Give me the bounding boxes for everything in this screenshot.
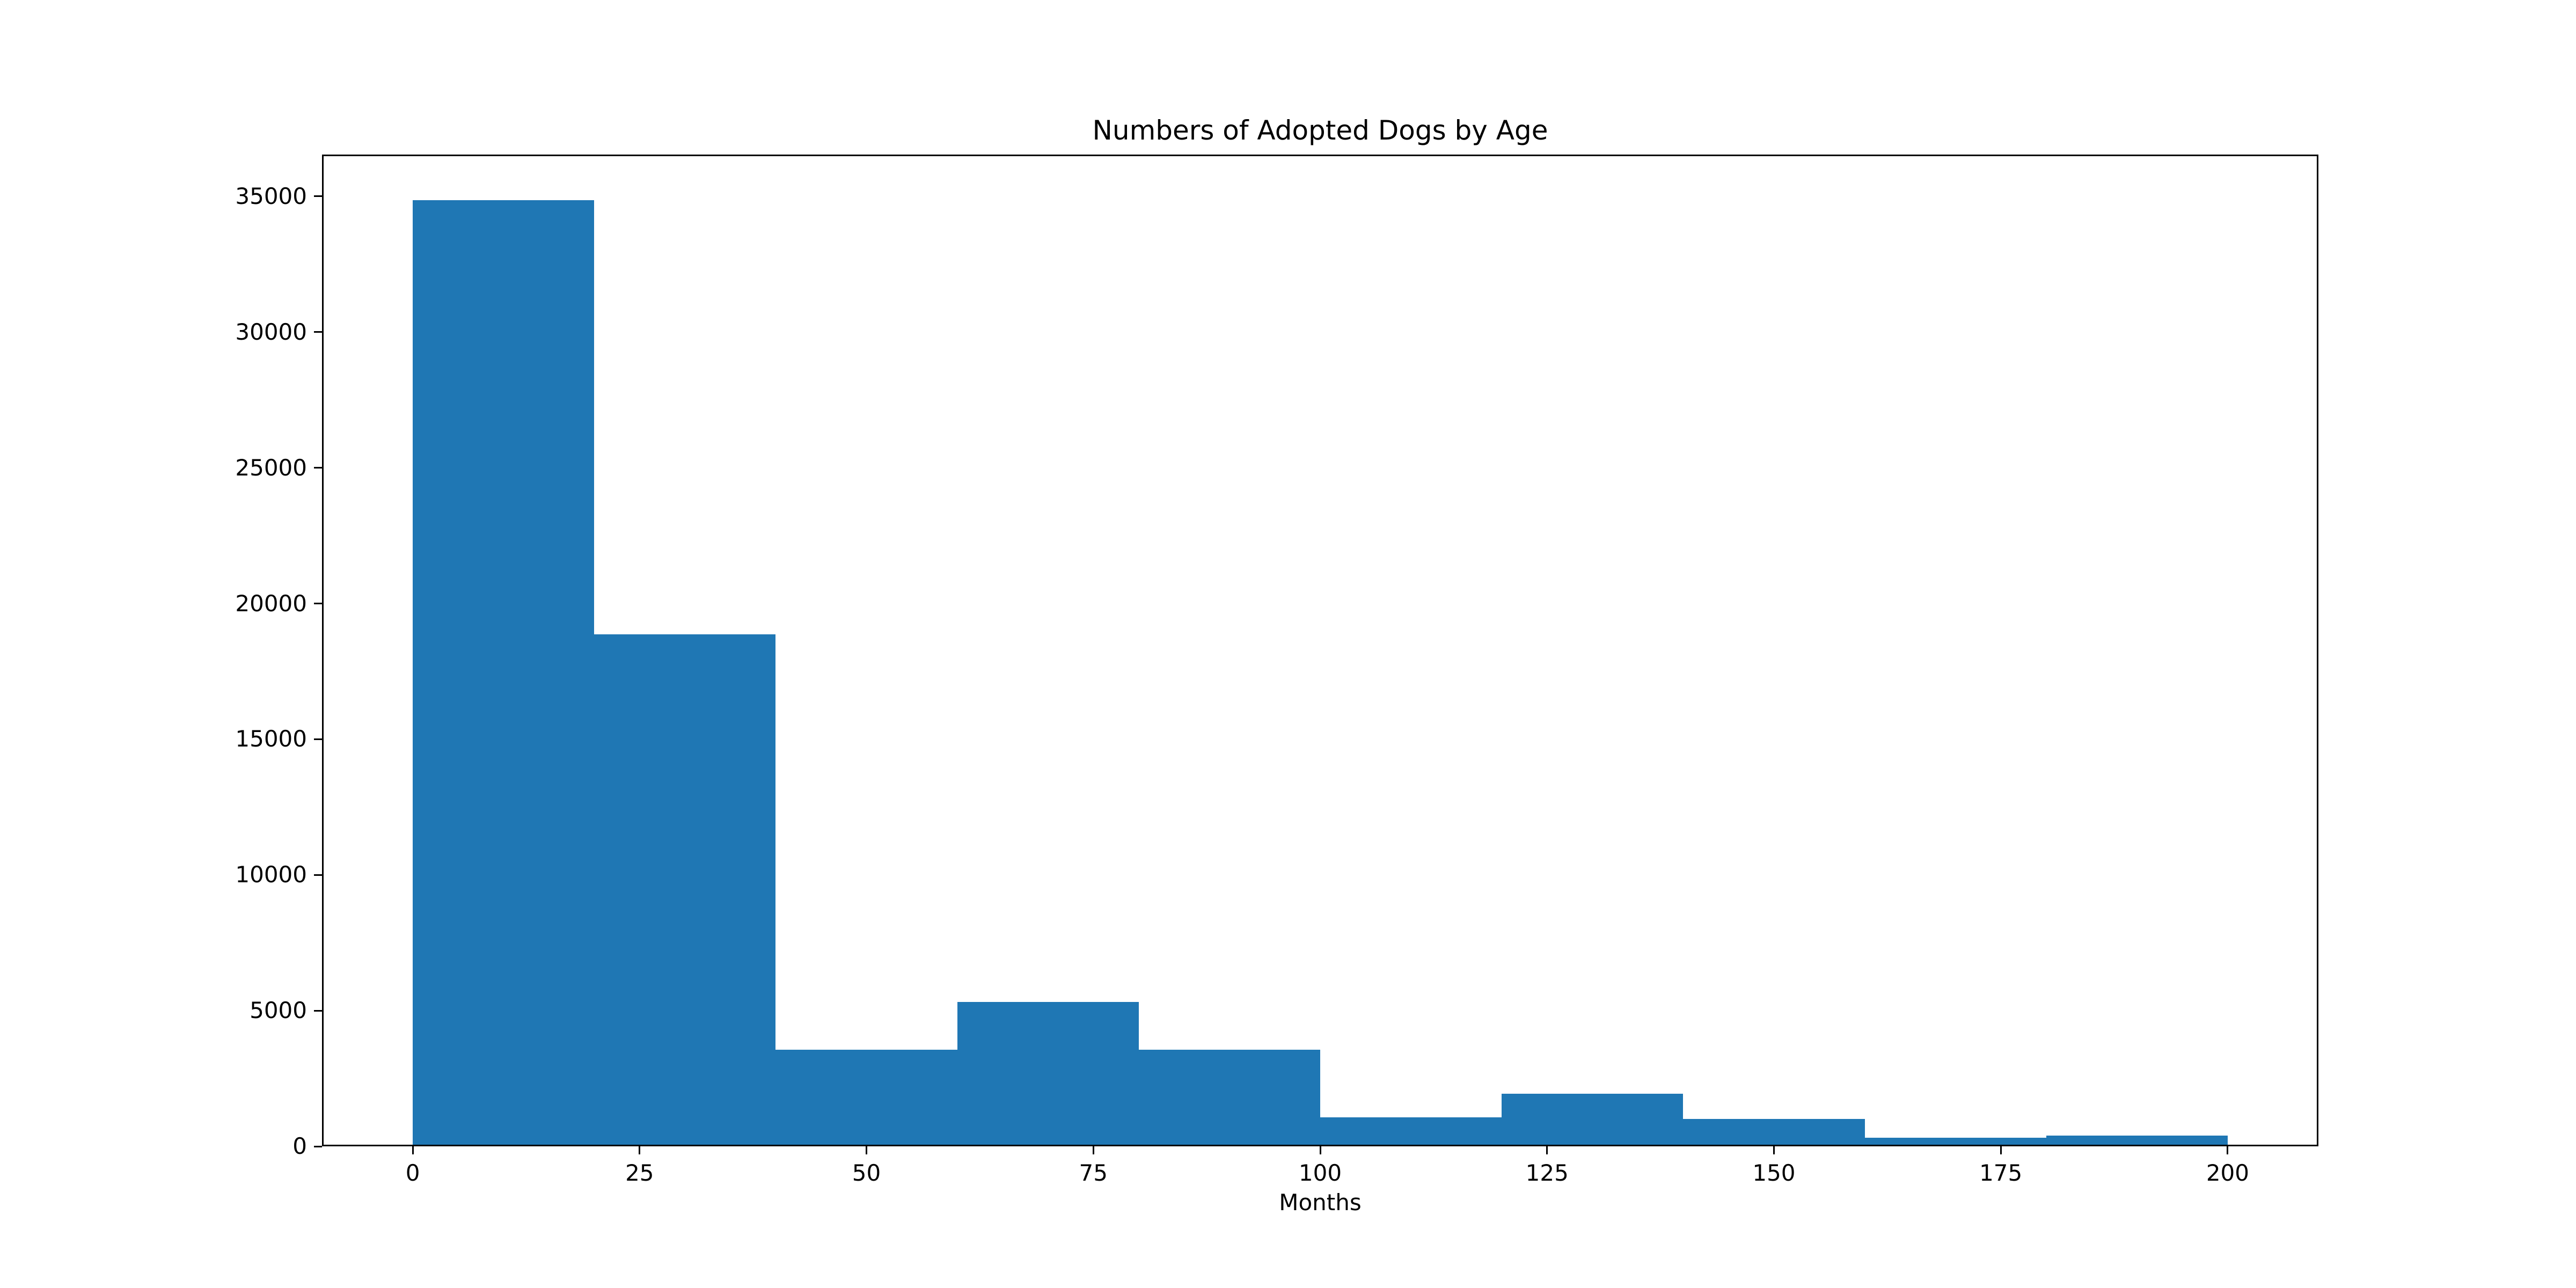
x-tick bbox=[866, 1146, 868, 1154]
y-tick bbox=[314, 467, 322, 469]
y-tick-label: 0 bbox=[292, 1133, 307, 1159]
x-tick-label: 50 bbox=[852, 1160, 881, 1186]
x-tick bbox=[1092, 1146, 1094, 1154]
plot-area bbox=[322, 155, 2318, 1146]
x-tick bbox=[1773, 1146, 1775, 1154]
chart-title: Numbers of Adopted Dogs by Age bbox=[1092, 115, 1548, 146]
histogram-bar bbox=[413, 200, 595, 1145]
y-tick-label: 5000 bbox=[250, 997, 307, 1024]
x-tick-label: 100 bbox=[1298, 1160, 1342, 1186]
y-tick-label: 20000 bbox=[235, 590, 307, 617]
x-tick bbox=[639, 1146, 641, 1154]
x-tick bbox=[2227, 1146, 2229, 1154]
x-tick bbox=[1319, 1146, 1321, 1154]
y-tick bbox=[314, 195, 322, 197]
x-tick-label: 0 bbox=[405, 1160, 420, 1186]
x-tick-label: 75 bbox=[1079, 1160, 1108, 1186]
y-tick-label: 25000 bbox=[235, 454, 307, 481]
x-tick-label: 175 bbox=[1979, 1160, 2023, 1186]
y-tick-label: 30000 bbox=[235, 318, 307, 345]
x-axis-label: Months bbox=[1279, 1189, 1362, 1216]
histogram-bar bbox=[2046, 1136, 2228, 1145]
histogram-bar bbox=[957, 1002, 1139, 1145]
y-tick-label: 15000 bbox=[235, 726, 307, 752]
y-tick bbox=[314, 603, 322, 604]
histogram-bar bbox=[1683, 1118, 1865, 1145]
histogram-bar bbox=[775, 1050, 957, 1145]
y-tick-label: 35000 bbox=[235, 182, 307, 209]
x-tick-label: 125 bbox=[1525, 1160, 1569, 1186]
y-tick bbox=[314, 1145, 322, 1147]
histogram-bar bbox=[1502, 1093, 1684, 1145]
histogram-bar bbox=[1864, 1138, 2046, 1145]
y-tick bbox=[314, 331, 322, 333]
x-tick-label: 200 bbox=[2206, 1160, 2249, 1186]
y-tick bbox=[314, 738, 322, 740]
y-tick bbox=[314, 1009, 322, 1012]
x-tick bbox=[412, 1146, 414, 1154]
x-tick-label: 25 bbox=[625, 1160, 654, 1186]
y-tick bbox=[314, 874, 322, 876]
histogram-bar bbox=[1138, 1050, 1320, 1145]
histogram-bar bbox=[594, 634, 776, 1145]
x-tick-label: 150 bbox=[1752, 1160, 1796, 1186]
histogram-bar bbox=[1320, 1117, 1502, 1145]
x-tick bbox=[1546, 1146, 1548, 1154]
x-tick bbox=[2000, 1146, 2002, 1154]
y-tick-label: 10000 bbox=[235, 861, 307, 888]
